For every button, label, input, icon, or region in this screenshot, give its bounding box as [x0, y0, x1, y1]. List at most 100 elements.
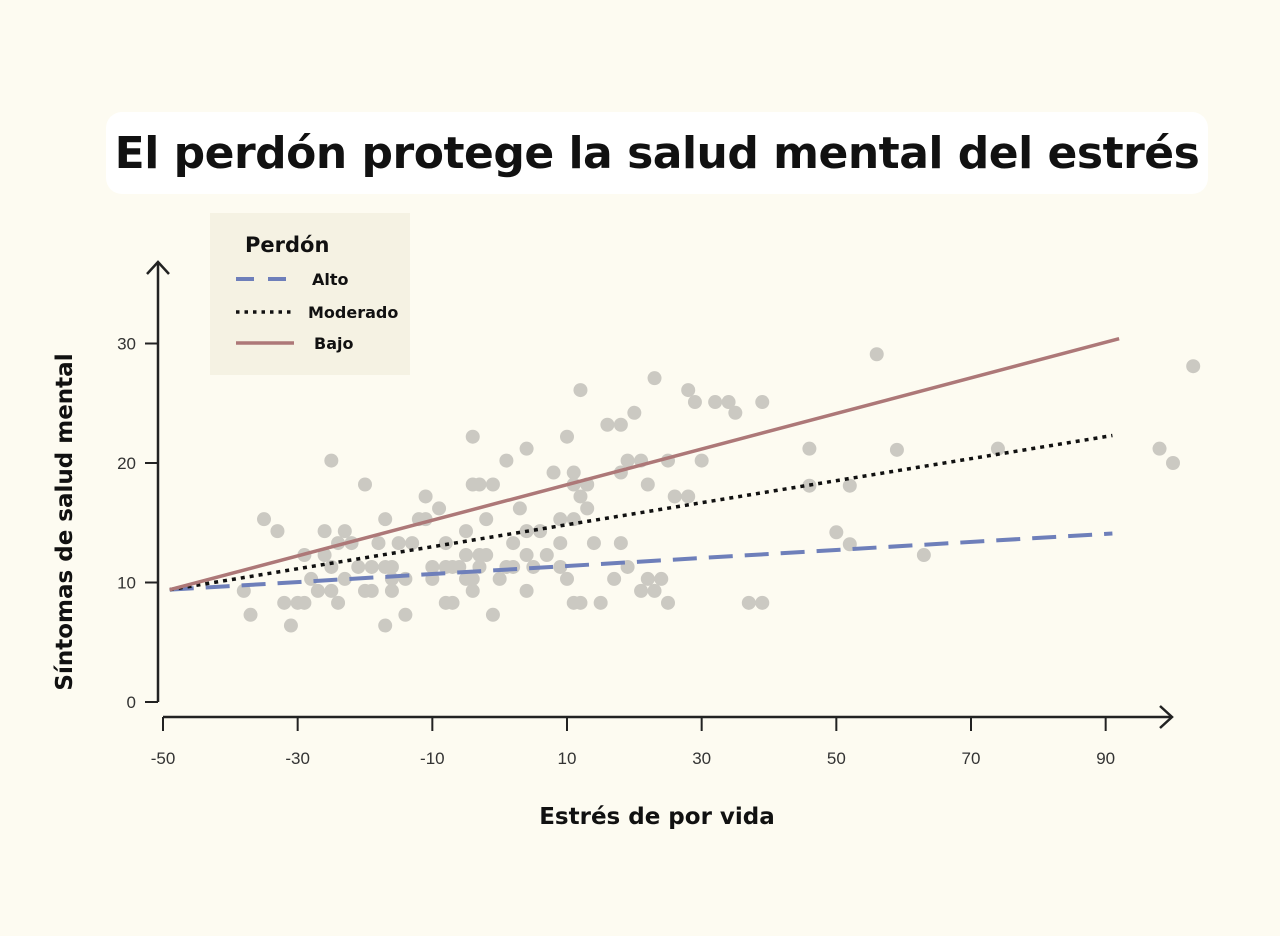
- points-layer: [236, 347, 1201, 633]
- data-point: [647, 371, 662, 386]
- data-point: [465, 583, 480, 598]
- trend-line-alto: [169, 531, 1113, 592]
- legend-box: [210, 213, 410, 375]
- data-point: [1152, 441, 1167, 456]
- x-tick-label: -30: [285, 749, 310, 768]
- data-point: [889, 442, 904, 457]
- data-point: [324, 453, 339, 468]
- data-point: [553, 559, 568, 574]
- data-point: [990, 441, 1005, 456]
- axes: 0 10 20 30 -50 -30 -10 10 30 50 70 90 Estrés de por …: [52, 260, 1174, 830]
- data-point: [391, 536, 406, 551]
- data-point: [465, 571, 480, 586]
- data-point: [600, 417, 615, 432]
- data-point: [479, 512, 494, 527]
- data-point: [553, 536, 568, 551]
- data-point: [283, 618, 298, 633]
- trend-lines: [169, 337, 1120, 592]
- data-point: [681, 383, 696, 398]
- data-point: [640, 571, 655, 586]
- trend-line-moderado: [169, 433, 1113, 592]
- data-point: [378, 512, 393, 527]
- title-box: El perdón protege la salud mental del es…: [106, 112, 1208, 194]
- data-point: [539, 548, 554, 563]
- data-point: [519, 441, 534, 456]
- data-point: [506, 559, 521, 574]
- data-point: [324, 559, 339, 574]
- data-point: [277, 595, 292, 610]
- data-point: [755, 395, 770, 410]
- data-point: [304, 571, 319, 586]
- data-point: [607, 571, 622, 586]
- data-point: [634, 583, 649, 598]
- x-axis-title: Estrés de por vida: [539, 804, 775, 830]
- data-point: [687, 395, 702, 410]
- data-point: [351, 559, 366, 574]
- data-point: [398, 607, 413, 622]
- data-point: [728, 405, 743, 420]
- x-axis-arrow: [1159, 705, 1174, 729]
- data-point: [297, 595, 312, 610]
- data-point: [586, 536, 601, 551]
- data-point: [270, 524, 285, 539]
- data-point: [337, 571, 352, 586]
- data-point: [371, 536, 386, 551]
- data-point: [331, 595, 346, 610]
- data-point: [257, 512, 271, 527]
- data-point: [384, 571, 399, 586]
- data-point: [654, 571, 669, 586]
- data-point: [647, 583, 662, 598]
- data-point: [512, 501, 527, 516]
- data-point: [472, 477, 487, 492]
- data-point: [661, 595, 675, 610]
- data-point: [869, 347, 884, 362]
- data-point: [560, 571, 574, 586]
- data-point: [721, 395, 736, 410]
- data-point: [519, 583, 534, 598]
- data-point: [459, 524, 473, 539]
- data-point: [694, 453, 709, 468]
- data-point: [317, 548, 332, 563]
- y-tick-label: 10: [117, 574, 136, 593]
- data-point: [506, 536, 521, 551]
- x-tick-label: 30: [692, 749, 711, 768]
- legend-label-moderado: Moderado: [308, 303, 398, 322]
- x-tick-label: 50: [827, 749, 846, 768]
- x-tick-label: -10: [420, 749, 445, 768]
- data-point: [842, 478, 857, 493]
- data-point: [492, 571, 507, 586]
- data-point: [613, 536, 628, 551]
- data-point: [620, 453, 635, 468]
- data-point: [627, 405, 642, 420]
- data-point: [485, 607, 500, 622]
- legend: Perdón Alto Moderado Bajo: [236, 233, 398, 353]
- data-point: [445, 595, 460, 610]
- data-point: [755, 595, 770, 610]
- data-point: [573, 595, 588, 610]
- data-point: [459, 548, 473, 563]
- data-point: [364, 583, 379, 598]
- data-point: [1186, 359, 1201, 374]
- data-point: [236, 583, 251, 598]
- data-point: [1166, 456, 1180, 470]
- legend-title: Perdón: [245, 233, 329, 257]
- data-point: [425, 559, 440, 574]
- data-point: [317, 524, 332, 539]
- data-point: [519, 548, 534, 563]
- data-point: [384, 559, 399, 574]
- data-point: [465, 429, 480, 444]
- y-tick-label: 30: [117, 335, 136, 354]
- data-point: [337, 524, 352, 539]
- data-point: [378, 618, 393, 633]
- data-point: [640, 477, 655, 492]
- data-point: [667, 489, 682, 504]
- data-point: [479, 548, 494, 563]
- data-point: [802, 441, 817, 456]
- data-point: [741, 595, 756, 610]
- y-tick-label: 20: [117, 454, 136, 473]
- data-point: [916, 548, 931, 563]
- data-point: [243, 607, 258, 622]
- x-tick-label: 70: [962, 749, 981, 768]
- y-tick-label: 0: [127, 693, 136, 712]
- data-point: [358, 477, 372, 492]
